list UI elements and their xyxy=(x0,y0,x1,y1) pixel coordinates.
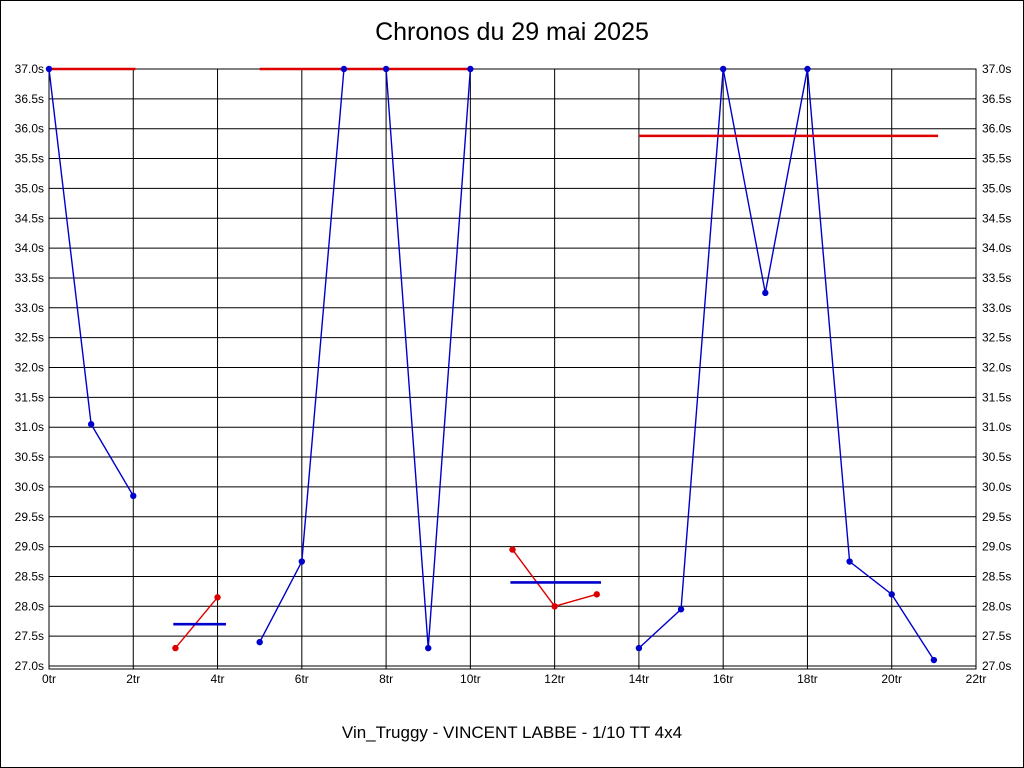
data-point-run-3 xyxy=(298,558,306,565)
y-tick-label-right: 30.5s xyxy=(982,450,1011,464)
x-tick-label: 8tr xyxy=(379,672,393,686)
y-tick-label-right: 28.0s xyxy=(982,599,1011,613)
data-point-run-5 xyxy=(719,65,727,73)
data-point-run-5 xyxy=(846,558,853,565)
y-tick-label-left: 36.0s xyxy=(15,122,44,136)
data-point-run-3 xyxy=(382,65,390,73)
y-tick-label-left: 33.0s xyxy=(15,301,44,315)
data-point-run-3 xyxy=(340,65,348,73)
driver-info: Vin_Truggy - VINCENT LABBE - 1/10 TT 4x4 xyxy=(341,723,683,742)
y-tick-label-left: 27.0s xyxy=(15,659,44,673)
data-point-run-2 xyxy=(172,644,179,652)
y-tick-label-left: 34.0s xyxy=(15,241,44,255)
y-tick-label-right: 27.5s xyxy=(982,629,1011,643)
x-tick-label: 4tr xyxy=(211,672,225,686)
y-tick-label-right: 36.5s xyxy=(982,92,1011,106)
y-tick-label-right: 33.0s xyxy=(982,301,1011,315)
y-tick-label-right: 34.5s xyxy=(982,211,1011,225)
data-point-run-4 xyxy=(509,546,516,553)
data-point-run-4 xyxy=(551,603,558,610)
series-run-5-line xyxy=(638,68,935,661)
y-tick-label-left: 27.5s xyxy=(15,629,44,643)
y-tick-label-right: 29.5s xyxy=(982,510,1011,524)
y-tick-label-right: 35.5s xyxy=(982,152,1011,166)
y-tick-label-right: 35.0s xyxy=(982,181,1011,195)
y-tick-label-right: 31.0s xyxy=(982,420,1011,434)
series-run-1-line xyxy=(48,68,134,497)
y-tick-label-right: 37.0s xyxy=(982,62,1011,76)
x-tick-label: 16tr xyxy=(713,672,734,686)
y-tick-label-right: 27.0s xyxy=(982,659,1011,673)
y-tick-label-left: 30.0s xyxy=(15,480,44,494)
data-point-run-3 xyxy=(467,65,474,73)
data-point-run-5 xyxy=(804,65,811,73)
y-tick-label-left: 36.5s xyxy=(15,92,44,106)
y-tick-label-left: 30.5s xyxy=(15,450,44,464)
y-tick-label-right: 34.0s xyxy=(982,241,1011,255)
y-tick-label-left: 35.5s xyxy=(15,152,44,166)
series-run-2-line xyxy=(174,596,219,649)
y-tick-label-right: 29.0s xyxy=(982,540,1011,554)
chart-title: Chronos du 29 mai 2025 xyxy=(375,18,649,46)
y-tick-label-right: 30.0s xyxy=(982,480,1011,494)
data-point-run-3 xyxy=(256,638,263,646)
series-run-3-line xyxy=(259,68,472,649)
data-point-run-1 xyxy=(130,492,137,500)
y-tick-label-left: 28.5s xyxy=(15,569,44,583)
data-point-run-5 xyxy=(635,644,643,652)
y-tick-label-left: 35.0s xyxy=(15,181,44,195)
y-tick-label-left: 34.5s xyxy=(15,211,44,225)
y-tick-label-left: 29.5s xyxy=(15,510,44,524)
x-tick-label: 0tr xyxy=(42,672,56,686)
y-tick-label-right: 31.5s xyxy=(982,390,1011,404)
y-tick-label-left: 32.0s xyxy=(15,361,44,375)
data-point-run-5 xyxy=(762,289,769,297)
data-point-run-5 xyxy=(930,656,938,664)
x-tick-label: 14tr xyxy=(629,672,650,686)
y-tick-label-right: 32.0s xyxy=(982,361,1011,375)
x-tick-label: 18tr xyxy=(797,672,818,686)
y-tick-label-right: 36.0s xyxy=(982,122,1011,136)
data-point-run-1 xyxy=(45,65,53,73)
y-tick-label-left: 28.0s xyxy=(15,599,44,613)
y-tick-label-right: 33.5s xyxy=(982,271,1011,285)
y-tick-label-left: 31.5s xyxy=(15,390,44,404)
data-point-run-1 xyxy=(87,421,95,428)
x-tick-label: 22tr xyxy=(966,672,987,686)
y-tick-label-left: 33.5s xyxy=(15,271,44,285)
y-tick-label-left: 31.0s xyxy=(15,420,44,434)
x-tick-label: 2tr xyxy=(126,672,140,686)
plot-border xyxy=(48,68,977,670)
x-tick-label: 20tr xyxy=(881,672,902,686)
x-tick-label: 6tr xyxy=(295,672,309,686)
y-tick-label-left: 29.0s xyxy=(15,540,44,554)
data-point-run-5 xyxy=(677,606,685,613)
data-point-run-5 xyxy=(888,591,895,598)
x-tick-label: 12tr xyxy=(544,672,565,686)
y-tick-label-left: 32.5s xyxy=(15,331,44,345)
data-point-run-3 xyxy=(425,644,432,652)
y-tick-label-right: 32.5s xyxy=(982,331,1011,345)
y-tick-label-right: 28.5s xyxy=(982,569,1011,583)
data-point-run-2 xyxy=(214,594,221,601)
y-tick-label-left: 37.0s xyxy=(15,62,44,76)
x-tick-label: 10tr xyxy=(460,672,481,686)
data-point-run-4 xyxy=(593,591,600,598)
